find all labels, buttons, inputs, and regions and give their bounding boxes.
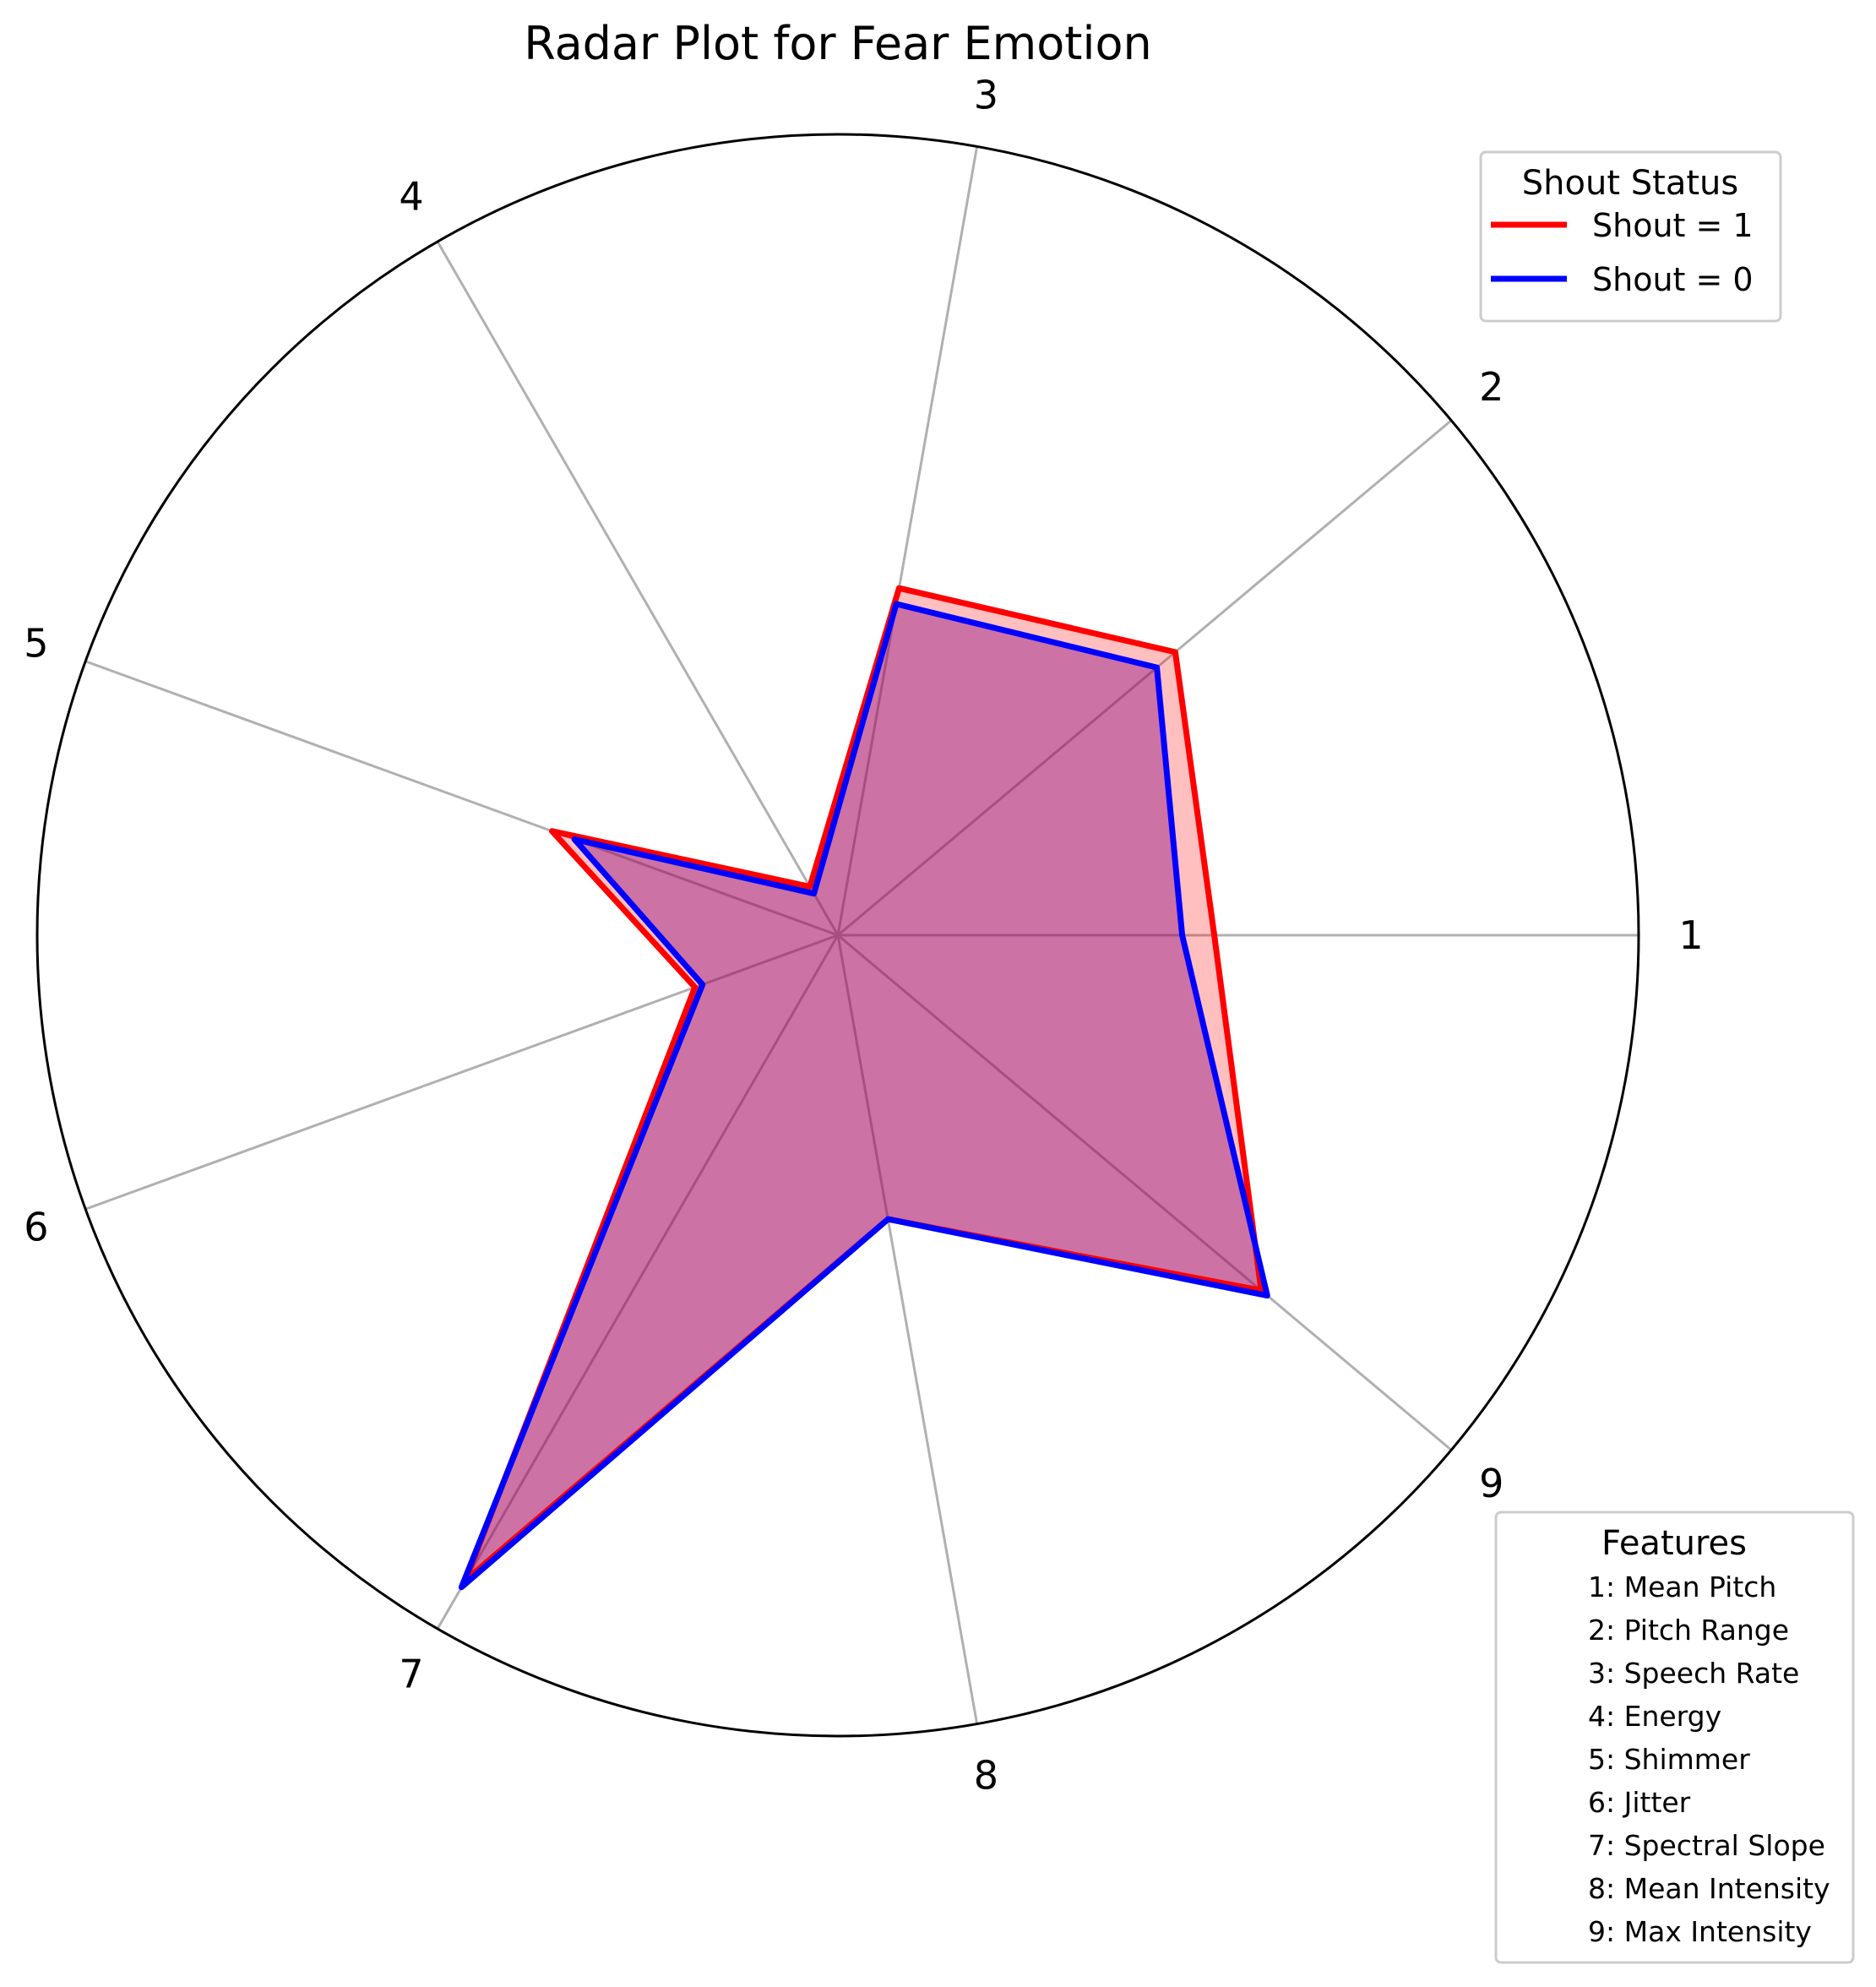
grid-spoke-6 xyxy=(84,934,839,1211)
radar-grid xyxy=(35,133,1640,1738)
axis-labels: 1 2 3 4 5 6 7 8 9 xyxy=(24,72,1703,1798)
axis-label-4: 4 xyxy=(399,173,423,219)
legend-feature-entry-8: 8: Mean Intensity xyxy=(1588,1872,1830,1905)
legend-feature-entry-2: 2: Pitch Range xyxy=(1588,1614,1789,1647)
legend-status-entry-1: Shout = 1 xyxy=(1592,207,1754,244)
legend-status-title: Shout Status xyxy=(1522,164,1738,203)
axis-label-1: 1 xyxy=(1678,912,1703,958)
grid-spoke-7 xyxy=(436,934,840,1630)
axis-label-7: 7 xyxy=(399,1652,423,1697)
grid-spoke-2 xyxy=(837,419,1453,937)
legend-status-entry-2: Shout = 0 xyxy=(1592,261,1754,298)
axis-label-6: 6 xyxy=(24,1204,48,1249)
legend-feature-entry-9: 9: Max Intensity xyxy=(1588,1915,1812,1948)
legend-features-title: Features xyxy=(1601,1524,1747,1563)
axis-label-9: 9 xyxy=(1479,1461,1504,1506)
axis-label-3: 3 xyxy=(974,72,998,117)
grid-spoke-4 xyxy=(436,241,840,936)
series-fill-2 xyxy=(461,603,1268,1587)
axis-label-2: 2 xyxy=(1479,364,1504,410)
grid-spoke-5 xyxy=(84,660,839,937)
legend-features: Features 1: Mean Pitch 2: Pitch Range 3: S… xyxy=(1494,1511,1855,1964)
legend-feature-entry-7: 7: Spectral Slope xyxy=(1588,1829,1825,1862)
legend-feature-entry-4: 4: Energy xyxy=(1588,1700,1721,1733)
grid-spoke-8 xyxy=(836,934,979,1724)
legend-feature-entry-1: 1: Mean Pitch xyxy=(1588,1571,1776,1603)
axis-label-5: 5 xyxy=(24,621,48,667)
chart-title: Radar Plot for Fear Emotion xyxy=(524,17,1152,70)
grid-spoke-9 xyxy=(837,934,1453,1451)
radar-series xyxy=(458,585,1270,1591)
legend-feature-entry-5: 5: Shimmer xyxy=(1588,1743,1750,1776)
axis-label-8: 8 xyxy=(974,1753,998,1799)
series-fill-1 xyxy=(465,588,1262,1581)
legend-feature-entry-6: 6: Jitter xyxy=(1588,1786,1691,1819)
series-line-2 xyxy=(458,601,1270,1591)
legend-feature-entry-3: 3: Speech Rate xyxy=(1588,1657,1799,1690)
radar-outer-circle xyxy=(35,133,1640,1738)
legend-shout-status: Shout Status Shout = 1 Shout = 0 xyxy=(1479,150,1782,323)
grid-spoke-3 xyxy=(836,146,979,936)
legend-features-frame xyxy=(1494,1511,1855,1964)
